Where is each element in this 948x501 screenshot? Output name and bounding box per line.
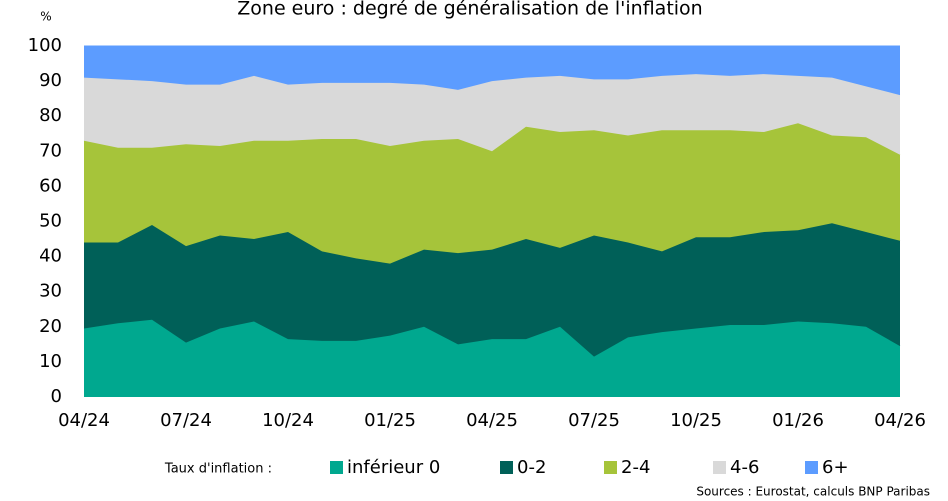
area xyxy=(84,123,900,264)
x-tick-label: 04/24 xyxy=(58,410,110,431)
legend-label: 4-6 xyxy=(730,457,759,478)
legend-title: Taux d'inflation : xyxy=(164,462,272,477)
legend-swatch xyxy=(713,461,726,474)
source: Sources : Eurostat, calculs BNP Paribas xyxy=(696,485,930,499)
area xyxy=(84,74,900,155)
x-tick-label: 10/24 xyxy=(262,410,314,431)
chart-title: Zone euro : degré de généralisation de l… xyxy=(237,0,702,20)
legend-swatch xyxy=(330,461,343,474)
y-tick-label: 40 xyxy=(39,246,62,267)
x-tick-label: 01/26 xyxy=(772,410,824,431)
y-tick-label: 60 xyxy=(39,175,62,196)
legend-swatch xyxy=(805,461,818,474)
y-tick-label: 50 xyxy=(39,211,62,232)
legend-swatch xyxy=(604,461,617,474)
area xyxy=(84,46,900,96)
x-tick-label: 07/24 xyxy=(160,410,212,431)
legend-label: 2-4 xyxy=(621,457,650,478)
y-unit: % xyxy=(40,10,51,24)
x-tick-label: 01/25 xyxy=(364,410,416,431)
y-tick-label: 20 xyxy=(39,316,62,337)
y-tick-label: 90 xyxy=(39,70,62,91)
y-tick-label: 10 xyxy=(39,351,62,372)
y-tick-label: 0 xyxy=(51,386,62,407)
area xyxy=(84,223,900,357)
legend-label: 0-2 xyxy=(517,457,546,478)
x-tick-label: 04/26 xyxy=(874,410,926,431)
legend-label: 6+ xyxy=(822,457,849,478)
x-tick-label: 10/25 xyxy=(670,410,722,431)
x-tick-label: 04/25 xyxy=(466,410,518,431)
y-tick-label: 30 xyxy=(39,281,62,302)
y-tick-label: 80 xyxy=(39,105,62,126)
x-tick-label: 07/25 xyxy=(568,410,620,431)
y-tick-label: 100 xyxy=(28,35,62,56)
legend-label: inférieur 0 xyxy=(347,457,440,478)
legend-swatch xyxy=(500,461,513,474)
y-tick-label: 70 xyxy=(39,140,62,161)
